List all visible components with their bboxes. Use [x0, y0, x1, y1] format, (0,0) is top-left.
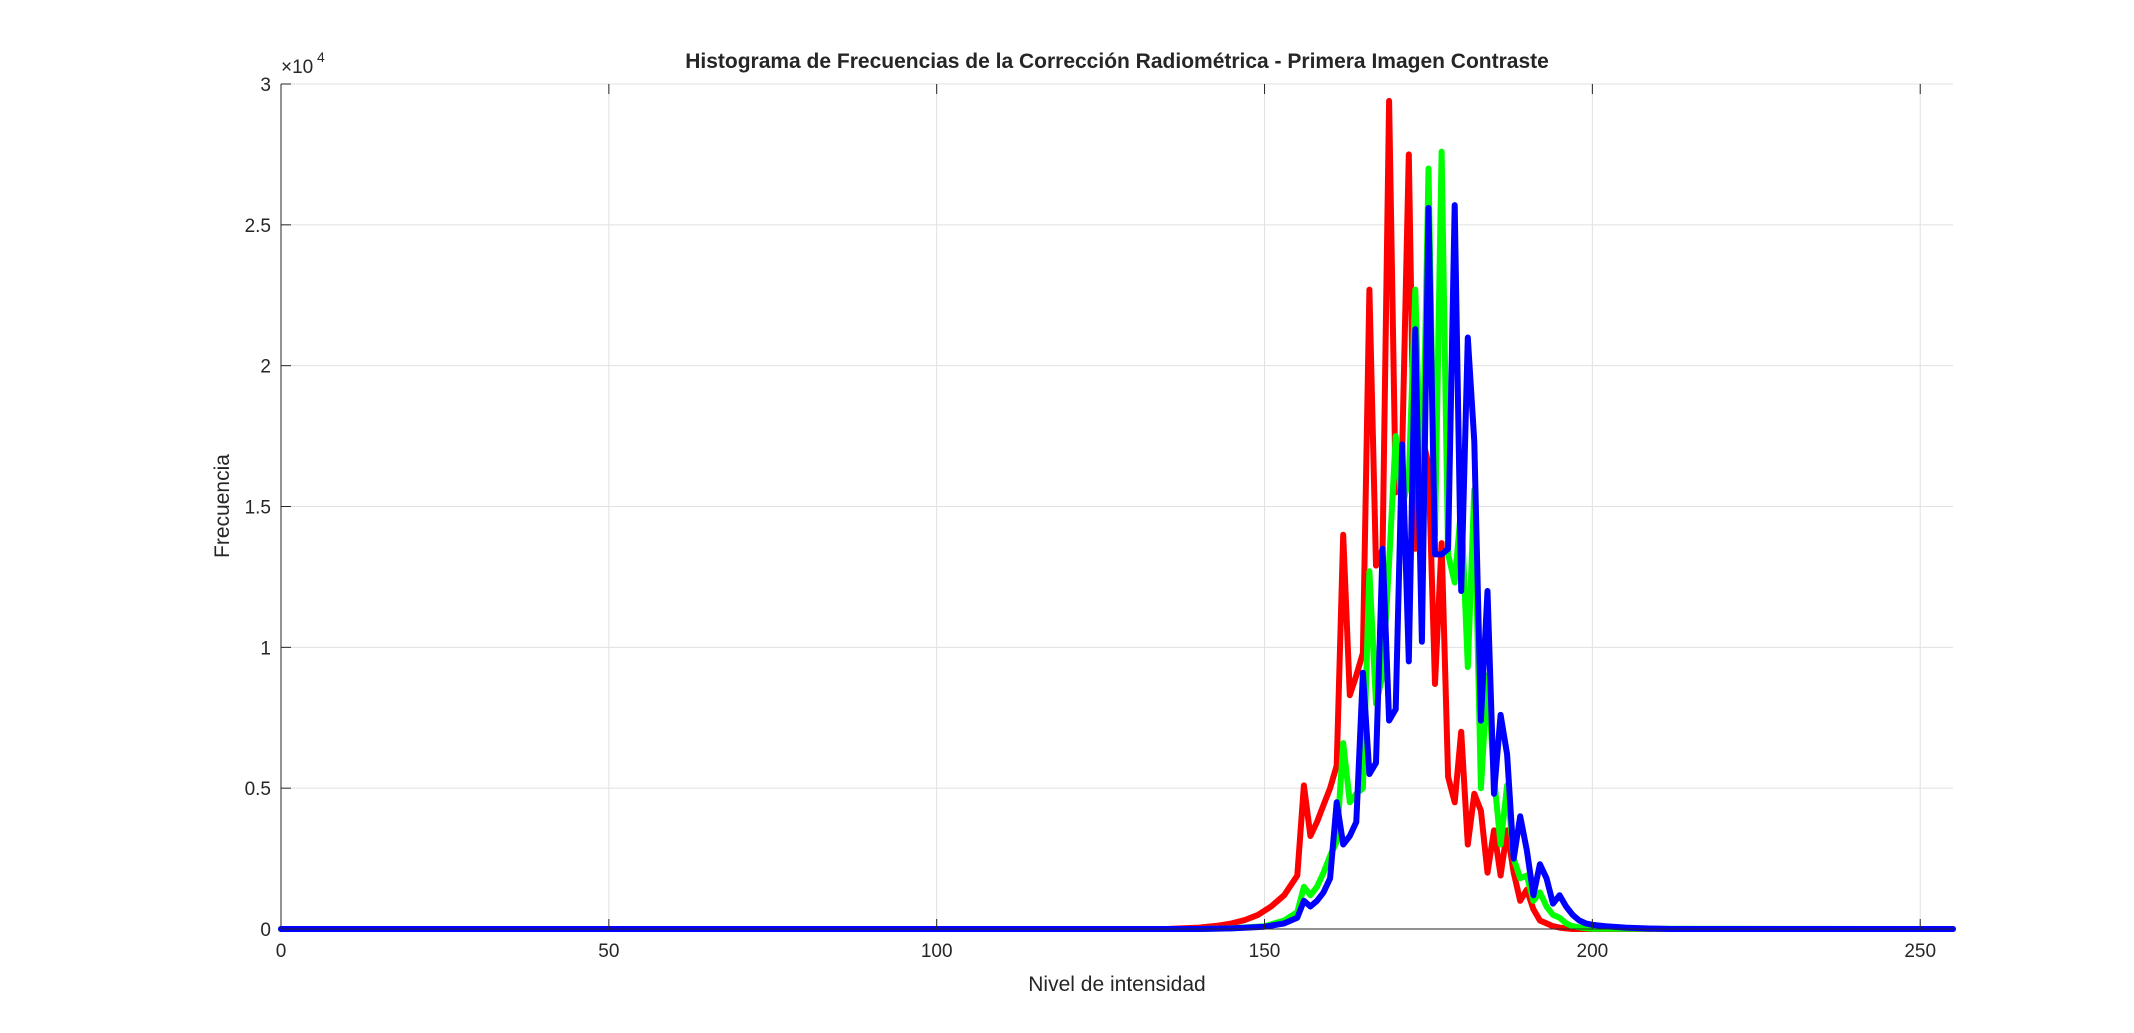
chart-title: Histograma de Frecuencias de la Correcci…	[685, 50, 1549, 73]
x-tick-label: 250	[1904, 941, 1936, 962]
y-axis-label: Frecuencia	[211, 454, 234, 558]
y-tick-label: 2.5	[245, 216, 271, 237]
x-tick-label: 150	[1249, 941, 1281, 962]
series-line-3	[278, 202, 1956, 932]
y-tick-label: 0	[260, 920, 271, 941]
y-exponent-base: ×10	[281, 57, 313, 78]
x-tick-label: 100	[921, 941, 953, 962]
series-layer	[278, 97, 1956, 932]
y-tick-label: 2	[260, 357, 271, 378]
plot-area: 0 50 100 150 200 250 0 0.5 1 1.5 2 2.5 3	[245, 75, 1956, 962]
y-exponent-power: 4	[317, 49, 325, 65]
x-axis-label: Nivel de intensidad	[1028, 973, 1205, 996]
y-tick-label: 1	[260, 638, 271, 659]
x-tick-label: 0	[276, 941, 287, 962]
axis-layer: 0 50 100 150 200 250 0 0.5 1 1.5 2 2.5 3	[245, 75, 1953, 962]
y-tick-label: 1.5	[245, 498, 271, 519]
y-tick-label: 0.5	[245, 779, 271, 800]
series-line-1	[278, 97, 1956, 932]
y-tick-label: 3	[260, 75, 271, 96]
x-tick-label: 50	[598, 941, 619, 962]
x-tick-label: 200	[1577, 941, 1609, 962]
